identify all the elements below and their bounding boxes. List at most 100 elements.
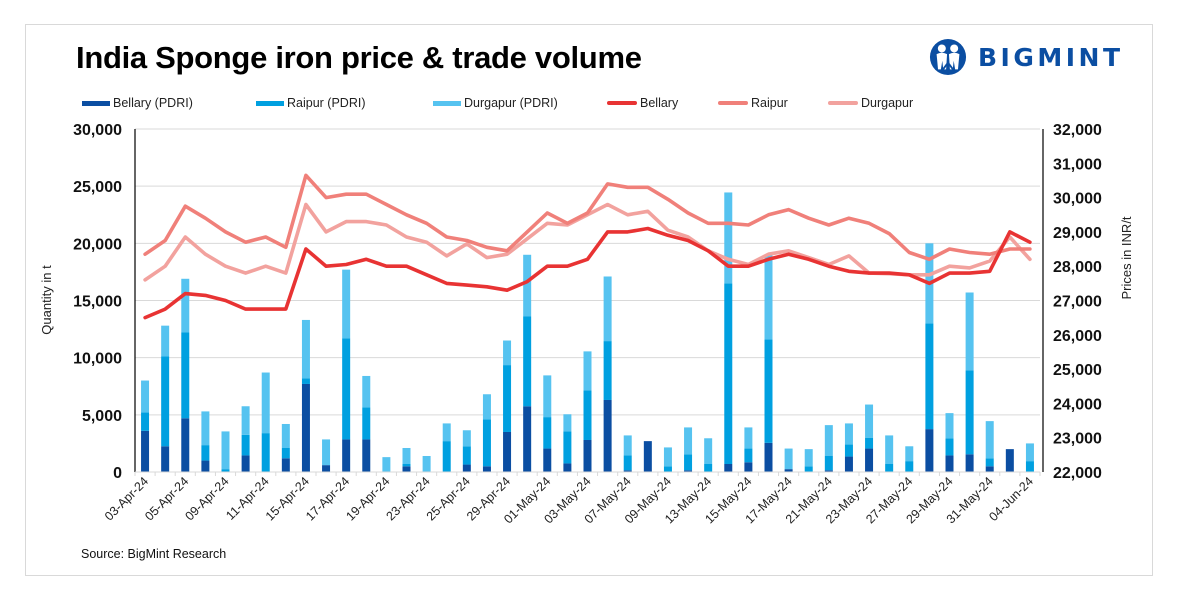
bar-segment: [181, 332, 190, 419]
y2-tick-label: 32,000: [1053, 122, 1102, 139]
bar-segment: [784, 469, 793, 472]
bar-segment: [442, 441, 451, 472]
bar-segment: [402, 447, 411, 464]
legend-item-durgapur-pdri[interactable]: Durgapur (PDRI): [433, 96, 558, 110]
bar-segment: [362, 375, 371, 408]
bar-segment: [221, 431, 230, 470]
bar-segment: [563, 414, 572, 432]
bar-segment: [523, 316, 532, 407]
legend-item-raipur[interactable]: Raipur: [718, 96, 788, 110]
bar-segment: [804, 449, 813, 467]
bar-segment: [1025, 461, 1034, 472]
bar-segment: [965, 370, 974, 455]
bar-series: [141, 192, 1034, 472]
bar-segment: [141, 380, 150, 413]
bar-segment: [905, 446, 914, 462]
bar-segment: [563, 463, 572, 472]
bar-segment: [362, 407, 371, 440]
y-tick-label: 30,000: [73, 122, 122, 139]
bar-segment: [201, 411, 210, 446]
bar-segment: [523, 406, 532, 472]
bar-segment: [824, 470, 833, 472]
legend-item-durgapur[interactable]: Durgapur: [828, 96, 913, 110]
bar-segment: [925, 323, 934, 430]
bar-segment: [824, 455, 833, 471]
bar-segment: [885, 435, 894, 464]
bar-segment: [342, 338, 351, 440]
chart-title: India Sponge iron price & trade volume: [76, 40, 642, 75]
bar-segment: [482, 466, 491, 472]
legend-item-bellary[interactable]: Bellary: [607, 96, 678, 110]
legend-label: Durgapur: [861, 96, 914, 110]
bar-segment: [603, 341, 612, 400]
y-tick-label: 25,000: [73, 179, 122, 196]
bar-segment: [382, 457, 391, 472]
bar-segment: [985, 421, 994, 459]
bigmint-logo: BIGMINT: [929, 38, 1124, 76]
legend-label: Bellary: [640, 96, 679, 110]
bar-segment: [201, 445, 210, 461]
y2-tick-label: 22,000: [1053, 465, 1102, 482]
bar-segment: [482, 419, 491, 467]
y2-tick-label: 24,000: [1053, 396, 1102, 413]
y-tick-label: 0: [113, 465, 122, 482]
bar-segment: [684, 454, 693, 471]
legend-swatch: [82, 100, 110, 106]
bar-segment: [844, 456, 853, 472]
bar-segment: [402, 466, 411, 472]
bar-segment: [362, 439, 371, 472]
bar-segment: [724, 283, 733, 464]
bar-segment: [241, 434, 250, 456]
bar-segment: [865, 437, 874, 449]
bar-segment: [865, 448, 874, 472]
bar-segment: [623, 470, 632, 472]
source-note: Source: BigMint Research: [81, 547, 227, 561]
y2-tick-label: 25,000: [1053, 362, 1102, 379]
bar-segment: [945, 438, 954, 456]
bar-segment: [965, 292, 974, 371]
price-line-raipur: [143, 173, 1032, 262]
bar-segment: [885, 463, 894, 472]
bar-segment: [744, 462, 753, 472]
bar-segment: [1025, 443, 1034, 462]
bar-segment: [764, 339, 773, 443]
bar-segment: [523, 254, 532, 317]
bar-segment: [724, 192, 733, 284]
y-tick-label: 15,000: [73, 294, 122, 311]
legend-label: Raipur: [751, 96, 788, 110]
x-tick-label: 04-Jun-24: [986, 474, 1036, 524]
bar-segment: [865, 404, 874, 438]
bar-segment: [784, 448, 793, 470]
bar-segment: [985, 458, 994, 467]
bar-segment: [804, 466, 813, 472]
y2-axis-title: Prices in INR/t: [1119, 216, 1134, 299]
line-series: [143, 173, 1032, 320]
bar-segment: [241, 455, 250, 472]
legend-item-raipur-pdri[interactable]: Raipur (PDRI): [256, 96, 366, 110]
bar-segment: [322, 439, 331, 466]
bar-segment: [543, 417, 552, 449]
bar-segment: [985, 466, 994, 472]
bar-segment: [543, 448, 552, 472]
legend-swatch: [718, 101, 748, 105]
x-tick-label: 09-Apr-24: [182, 474, 231, 523]
x-axis-ticks: 03-Apr-2405-Apr-2409-Apr-2411-Apr-2415-A…: [102, 474, 1036, 526]
bar-segment: [241, 406, 250, 435]
bar-segment: [663, 447, 672, 467]
legend-item-bellary-pdri[interactable]: Bellary (PDRI): [82, 96, 193, 110]
y2-tick-label: 28,000: [1053, 259, 1102, 276]
y2-tick-label: 31,000: [1053, 156, 1102, 173]
bar-segment: [643, 441, 652, 472]
bar-segment: [301, 378, 310, 384]
bar-segment: [281, 423, 290, 448]
bar-segment: [844, 444, 853, 457]
bar-segment: [945, 455, 954, 472]
bar-segment: [724, 463, 733, 472]
bar-segment: [583, 351, 592, 391]
bar-segment: [482, 394, 491, 420]
bar-segment: [161, 325, 170, 357]
bar-segment: [764, 442, 773, 472]
bar-segment: [261, 372, 270, 434]
y2-tick-label: 26,000: [1053, 328, 1102, 345]
